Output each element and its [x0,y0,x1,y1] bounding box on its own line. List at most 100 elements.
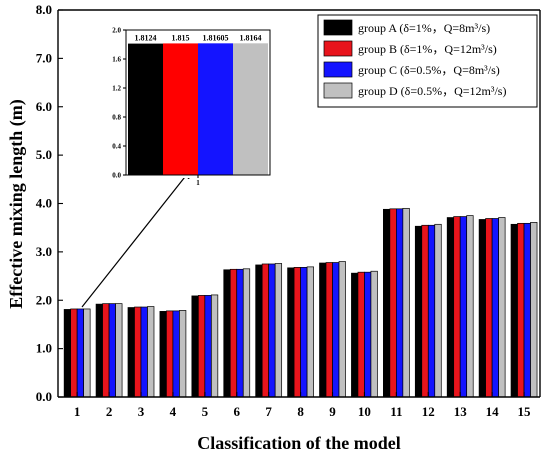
bar-1-9 [319,262,327,398]
x-tick-label: 3 [138,404,145,419]
bar-3-14 [491,218,499,398]
y-tick-label: 6.0 [36,99,52,114]
y-tick-label: 3.0 [36,244,52,259]
y-tick-label: 2.0 [36,292,52,307]
bar-1-11 [383,208,391,398]
bar-2-14 [485,218,493,398]
bar-4-14 [498,217,506,398]
inset-x-tick-label: 1 [196,179,200,187]
x-tick-label: 13 [454,404,468,419]
legend-label-1: group A (δ=1%，Q=8m³/s) [358,21,490,35]
bar-3-12 [427,224,436,398]
bar-2-10 [357,271,365,398]
main-x-ticks: 1 2 3 4 5 6 7 8 9 10 11 12 13 14 15 [74,392,531,419]
x-tick-label: 1 [74,404,81,419]
x-tick-label: 4 [170,404,177,419]
bar-4-8 [306,266,314,398]
x-tick-label: 14 [486,404,500,419]
bar-3-9 [332,262,340,398]
bar-1-8 [287,267,295,398]
legend-swatch-3 [323,61,353,78]
bar-2-6 [229,268,238,398]
bar-4-13 [466,215,474,398]
inset-y-tick-label: 1.2 [112,85,121,93]
bar-4-1 [83,308,91,398]
bar-1-12 [414,225,423,398]
bar-4-2 [115,303,123,398]
bar-2-11 [389,208,397,398]
inset-data-label-4: 1.8164 [240,33,262,42]
bar-3-10 [364,271,372,398]
zoom-arrow [81,167,193,308]
legend: group A (δ=1%，Q=8m³/s) group B (δ=1%，Q=12… [317,14,538,108]
bar-4-5 [210,294,219,398]
legend-items: group A (δ=1%，Q=8m³/s) group B (δ=1%，Q=12… [323,19,506,99]
inset-bar-2 [163,43,198,175]
bar-3-11 [396,208,404,398]
inset-bar-3 [198,43,233,175]
bar-1-4 [159,311,167,398]
main-plot: 0.01.02.03.04.05.06.07.08.0 1 2 3 4 5 6 7 8 9 10 1… [6,2,541,453]
x-tick-label: 15 [518,404,532,419]
bar-2-15 [517,222,525,398]
inset-y-tick-label: 0.4 [112,143,121,151]
x-tick-label: 5 [202,404,209,419]
x-tick-label: 9 [329,404,336,419]
legend-swatch-1 [323,19,353,36]
x-tick-label: 12 [422,404,435,419]
bar-1-2 [95,303,103,398]
legend-frame [317,14,538,108]
bar-3-15 [523,222,531,398]
bar-4-12 [434,223,442,398]
bar-2-8 [293,267,301,398]
bar-2-2 [102,303,110,398]
bar-4-11 [402,207,410,398]
x-tick-label: 2 [106,404,113,419]
y-tick-label: 8.0 [36,2,52,17]
bar-3-2 [108,303,116,398]
inset-x-ticks: 1 [196,175,200,187]
bar-3-8 [300,267,308,398]
main-bars [63,207,538,398]
inset-y-tick-label: 0.0 [112,172,121,180]
bar-1-1 [63,309,72,398]
legend-label-2: group B (δ=1%，Q=12m³/s) [358,42,497,56]
bar-2-13 [453,216,461,398]
bar-3-5 [204,295,212,398]
bar-2-5 [197,295,206,398]
inset-y-tick-label: 0.8 [112,114,121,122]
inset-data-label-1: 1.8124 [135,34,157,43]
y-tick-label: 5.0 [36,147,52,162]
x-axis-title: Classification of the model [197,433,400,453]
inset-bar-4 [233,43,268,175]
bar-1-3 [127,307,135,398]
x-tick-label: 7 [265,404,272,419]
bar-1-7 [255,264,263,398]
x-tick-label: 6 [234,404,241,419]
legend-swatch-2 [323,40,353,57]
inset-bar-1 [128,43,163,176]
bar-2-1 [70,308,78,398]
y-tick-label: 1.0 [36,341,52,356]
inset-data-labels: 1.8124 1.815 1.81605 1.8164 [135,33,262,42]
inset-bars [128,43,268,176]
y-tick-label: 4.0 [36,196,52,211]
x-tick-label: 8 [297,404,304,419]
bar-3-7 [268,263,276,398]
bar-3-13 [459,216,468,398]
inset-data-label-2: 1.815 [172,33,190,42]
bar-4-7 [274,263,283,398]
y-tick-label: 7.0 [36,50,52,65]
bar-4-4 [179,310,187,398]
bar-4-10 [370,270,378,398]
inset-y-tick-label: 2.0 [112,27,121,35]
bar-2-4 [166,310,174,398]
x-tick-label: 11 [390,404,402,419]
bar-1-10 [351,272,359,398]
bar-4-9 [338,261,346,398]
bar-4-6 [242,268,251,398]
legend-label-4: group D (δ=0.5%，Q=12m³/s) [358,84,506,98]
bar-1-15 [510,223,518,398]
